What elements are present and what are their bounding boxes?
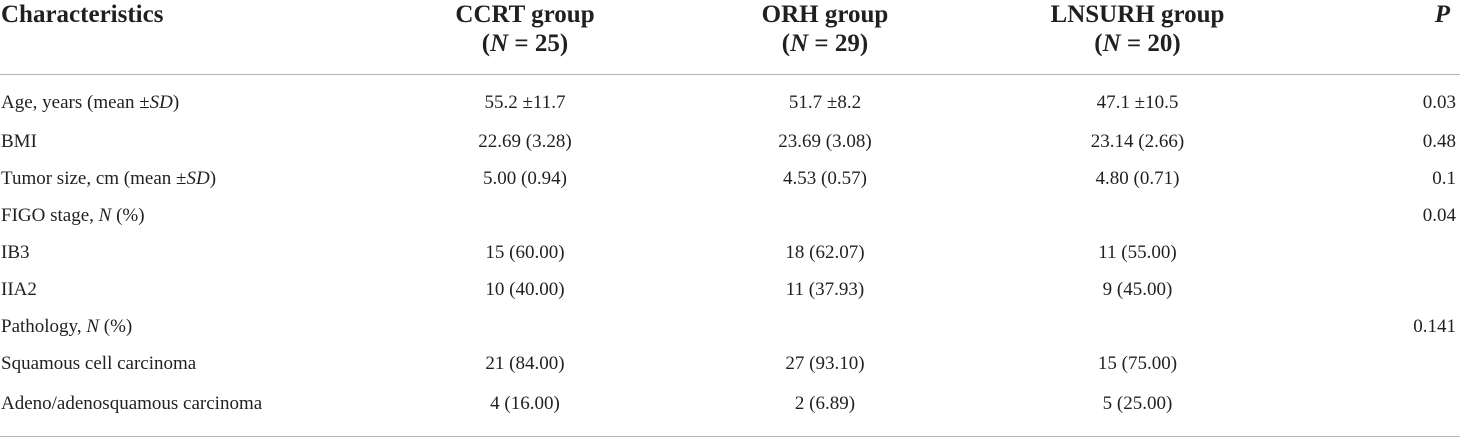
cell-group-2: 4.53 (0.57) xyxy=(783,167,867,189)
row-label: Pathology, N (%) xyxy=(1,315,133,337)
cell-group-1: 15 (60.00) xyxy=(485,241,565,263)
cell-group-3: 47.1 ±10.5 xyxy=(1096,92,1179,113)
cell-group-3: 23.14 (2.66) xyxy=(1090,130,1185,152)
cell-group-2 xyxy=(670,308,980,345)
header-row: Characteristics CCRT group (N = 25) ORH … xyxy=(0,0,1460,75)
cell-group-3: 15 (75.00) xyxy=(1097,352,1178,374)
table-row: Adeno/adenosquamous carcinoma 4 (16.00) 2 … xyxy=(0,382,1460,437)
cell-p-value: 0.1 xyxy=(1432,167,1456,189)
cell-group-2: 51.7 ±8.2 xyxy=(788,92,862,113)
header-group-name: CCRT group xyxy=(455,1,595,28)
cell-group-2: 2 (6.89) xyxy=(794,393,856,414)
table-row: IIA2 10 (40.00) 11 (37.93) 9 (45.00) xyxy=(0,271,1460,308)
row-label: Adeno/adenosquamous carcinoma xyxy=(1,393,263,414)
cell-p-value: 0.141 xyxy=(1413,315,1456,337)
cell-p-value: 0.48 xyxy=(1422,130,1456,152)
table-body: Age, years (mean ±SD) 55.2 ±11.7 51.7 ±8.2… xyxy=(0,75,1460,437)
row-label: BMI xyxy=(1,130,37,152)
cell-p-value xyxy=(1295,271,1460,308)
row-label: Age, years (mean ±SD) xyxy=(1,92,180,113)
cell-group-2 xyxy=(670,197,980,234)
cell-p-value: 0.03 xyxy=(1422,92,1456,113)
header-group-name: ORH group xyxy=(761,1,889,28)
table-row: FIGO stage, N (%) 0.04 xyxy=(0,197,1460,234)
cell-group-3: 11 (55.00) xyxy=(1098,241,1177,263)
cell-group-3: 4.80 (0.71) xyxy=(1095,167,1180,189)
cell-group-1: 55.2 ±11.7 xyxy=(484,92,566,113)
cell-p-value xyxy=(1295,234,1460,271)
table-row: BMI 22.69 (3.28) 23.69 (3.08) 23.14 (2.66) 0… xyxy=(0,123,1460,160)
cell-group-2: 18 (62.07) xyxy=(785,241,865,263)
cell-group-2: 23.69 (3.08) xyxy=(778,130,872,152)
header-group-n: (N = 20) xyxy=(1094,30,1181,57)
cell-group-1: 4 (16.00) xyxy=(490,393,560,414)
header-lnsurh-group: LNSURH group (N = 20) xyxy=(980,0,1295,75)
cell-group-1 xyxy=(380,197,670,234)
cell-group-3: 9 (45.00) xyxy=(1102,278,1173,300)
header-ccrt-group: CCRT group (N = 25) xyxy=(380,0,670,75)
cell-p-value xyxy=(1295,345,1460,382)
cell-p-value xyxy=(1295,382,1460,437)
cell-group-2: 27 (93.10) xyxy=(785,352,865,374)
header-group-n: (N = 25) xyxy=(481,30,569,57)
cell-group-1: 21 (84.00) xyxy=(485,352,565,374)
header-group-name: LNSURH group xyxy=(1050,1,1225,28)
table-row: IB3 15 (60.00) 18 (62.07) 11 (55.00) xyxy=(0,234,1460,271)
header-group-n: (N = 29) xyxy=(781,30,869,57)
row-label: Squamous cell carcinoma xyxy=(1,352,197,374)
table-header: Characteristics CCRT group (N = 25) ORH … xyxy=(0,0,1460,75)
cell-group-3: 5 (25.00) xyxy=(1102,393,1173,414)
header-characteristics: Characteristics xyxy=(1,1,164,28)
cell-group-3 xyxy=(980,197,1295,234)
header-p-value: P xyxy=(1434,1,1450,28)
table-row: Pathology, N (%) 0.141 xyxy=(0,308,1460,345)
cell-group-1 xyxy=(380,308,670,345)
cell-group-1: 10 (40.00) xyxy=(485,278,565,300)
row-label: Tumor size, cm (mean ±SD) xyxy=(1,167,217,189)
cell-p-value: 0.04 xyxy=(1422,204,1456,226)
table-row: Tumor size, cm (mean ±SD) 5.00 (0.94) 4.53… xyxy=(0,160,1460,197)
row-label: FIGO stage, N (%) xyxy=(1,204,145,226)
cell-group-2: 11 (37.93) xyxy=(785,278,865,300)
table-row: Age, years (mean ±SD) 55.2 ±11.7 51.7 ±8.2… xyxy=(0,75,1460,124)
row-label: IIA2 xyxy=(1,278,37,300)
header-orh-group: ORH group (N = 29) xyxy=(670,0,980,75)
row-label: IB3 xyxy=(1,241,30,263)
cell-group-3 xyxy=(980,308,1295,345)
cell-group-1: 5.00 (0.94) xyxy=(483,167,567,189)
table-row: Squamous cell carcinoma 21 (84.00) 27 (93.… xyxy=(0,345,1460,382)
cell-group-1: 22.69 (3.28) xyxy=(478,130,572,152)
